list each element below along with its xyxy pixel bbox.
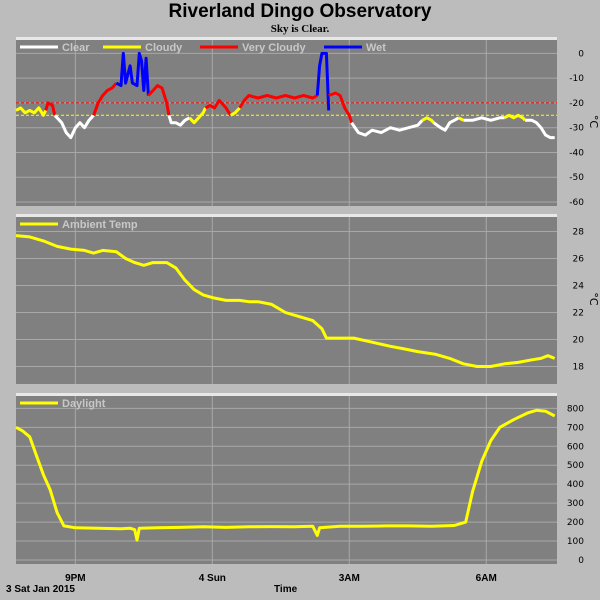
unit-label: °C (587, 292, 600, 306)
series-line-very-cloudy (204, 98, 232, 117)
series-line-clear (53, 114, 95, 140)
series-line-cloudy (503, 113, 527, 122)
chart-panel-ambient: 28 26 24 22 20 18 Ambient Temp °C (15, 214, 600, 384)
series-line-clear (525, 118, 555, 140)
series-line-clear (432, 116, 460, 132)
plot-top-band (16, 214, 557, 217)
series-line-daylight (15, 408, 556, 542)
y-tick-label: 400 (567, 480, 584, 490)
y-tick-label: 500 (567, 461, 584, 471)
x-tick-label: 3AM (339, 573, 360, 584)
series-line-very-cloudy (238, 94, 319, 109)
y-tick-label: 26 (573, 255, 585, 265)
series-line-wet (115, 51, 150, 96)
y-tick-label: 600 (567, 442, 584, 452)
unit-label: °C (587, 115, 600, 129)
y-tick-label: 28 (573, 228, 585, 238)
sky-status: Sky is Clear. (270, 23, 330, 35)
plot-area (16, 37, 557, 206)
series-line-cloudy (458, 116, 465, 122)
y-tick-label: 24 (573, 282, 585, 292)
series-line-clear (167, 114, 191, 127)
y-tick-label: 20 (573, 336, 585, 346)
y-tick-label: 800 (567, 404, 584, 414)
legend-label: Cloudy (145, 42, 183, 54)
y-tick-label: -40 (569, 148, 584, 158)
y-tick-label: 300 (567, 499, 584, 509)
plot-top-band (16, 393, 557, 396)
series-line-ambient-temp (15, 234, 556, 368)
y-tick-label: 0 (578, 49, 584, 59)
series-line-cloudy (229, 106, 241, 117)
legend-label: Daylight (62, 398, 106, 410)
y-tick-label: 0 (578, 556, 584, 566)
y-tick-label: -30 (569, 124, 584, 134)
legend-label: Wet (366, 42, 386, 54)
chart-panel-daylight: 800 700 600 500 400 300 200 100 0 Daylight 9PM 4 Su… (15, 393, 584, 584)
chart-panel-sky: 0 -10 -20 -30 -40 -50 -60 Clear Cloudy Very Cloud… (15, 37, 600, 208)
series-line-very-cloudy (92, 82, 118, 116)
plot-area (16, 393, 557, 564)
series-line-wet (315, 51, 331, 111)
y-tick-label: 100 (567, 537, 584, 547)
y-tick-label: -50 (569, 173, 584, 183)
y-tick-label: 200 (567, 518, 584, 528)
legend-label: Very Cloudy (242, 42, 306, 54)
series-line-very-cloudy (147, 84, 171, 116)
x-tick-label: 6AM (476, 573, 497, 584)
legend-label: Clear (62, 42, 90, 54)
legend-label: Ambient Temp (62, 219, 138, 231)
series-line-very-cloudy (44, 101, 57, 116)
y-tick-label: 22 (573, 309, 584, 319)
series-line-cloudy (188, 107, 207, 125)
y-tick-label: -60 (569, 198, 584, 208)
y-tick-label: 18 (573, 363, 585, 373)
plot-top-band (16, 37, 557, 40)
series-line-clear (350, 119, 424, 137)
y-tick-label: -10 (569, 74, 584, 84)
y-tick-label: 700 (567, 423, 584, 433)
series-line-very-cloudy (328, 91, 354, 124)
date-label: 3 Sat Jan 2015 (6, 584, 75, 595)
series-line-cloudy (15, 106, 48, 117)
plot-area (16, 214, 557, 384)
x-tick-label: 4 Sun (199, 573, 226, 584)
header: Riverland Dingo Observatory Sky is Clear… (0, 0, 600, 36)
x-axis-title: Time (274, 584, 298, 595)
page-title: Riverland Dingo Observatory (168, 1, 432, 22)
series-line-clear (463, 116, 505, 122)
y-tick-label: -20 (569, 99, 584, 109)
x-tick-label: 9PM (65, 573, 86, 584)
series-line-cloudy (421, 116, 435, 124)
